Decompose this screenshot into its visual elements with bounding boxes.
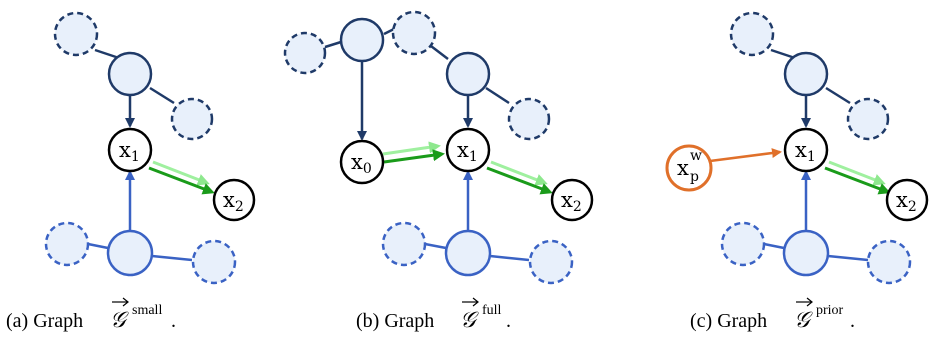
node-x2: x2 — [550, 178, 594, 222]
node-prior: x w p — [665, 144, 713, 192]
latent-node — [528, 239, 574, 285]
parent-node — [783, 51, 829, 97]
svg-text:x: x — [677, 156, 689, 180]
edge-right — [485, 86, 510, 105]
caption-c: (c) Graph 𝒢 prior . — [690, 297, 855, 333]
node-x0: x0 — [339, 139, 385, 185]
svg-text:w: w — [690, 148, 702, 164]
svg-text:x1: x1 — [795, 138, 816, 165]
svg-text:p: p — [690, 169, 699, 185]
latent-node — [283, 31, 327, 75]
latent-node — [44, 221, 90, 267]
latent-node — [866, 239, 912, 285]
node-x1: x1 — [107, 127, 153, 173]
latent-node — [191, 239, 237, 285]
node-x1: x1 — [783, 127, 829, 173]
child-node — [444, 229, 492, 277]
prior-arrow — [709, 148, 782, 163]
svg-text:.: . — [171, 310, 176, 332]
green-arrow-light — [490, 160, 548, 186]
svg-text:small: small — [132, 303, 162, 318]
node-x2: x2 — [212, 178, 256, 222]
vector-arrow-icon — [112, 297, 129, 307]
latent-node — [729, 11, 775, 57]
edge-bottom-b — [489, 254, 530, 262]
svg-text:(a) Graph: (a) Graph — [6, 310, 83, 332]
node-x2: x2 — [885, 178, 929, 222]
svg-text:x1: x1 — [457, 138, 478, 165]
svg-text:.: . — [850, 310, 855, 332]
svg-text:.: . — [506, 310, 511, 332]
green-arrow-light — [152, 160, 210, 186]
child-node — [106, 229, 154, 277]
edge-top-a — [94, 48, 120, 60]
edge-bottom-b — [827, 254, 869, 262]
parent-node-x1 — [445, 51, 491, 97]
node-x1: x1 — [445, 127, 491, 173]
green-arrow-light — [828, 160, 886, 186]
svg-text:x0: x0 — [351, 150, 372, 177]
svg-text:x1: x1 — [119, 138, 140, 165]
caption-b: (b) Graph 𝒢 full . — [356, 297, 511, 333]
parent-node-x0 — [339, 17, 385, 63]
latent-node — [720, 221, 766, 267]
vector-arrow-icon — [796, 297, 813, 307]
child-node — [782, 229, 830, 277]
latent-node — [846, 97, 890, 141]
edge-bottom-a — [763, 242, 785, 250]
latent-node — [53, 11, 99, 57]
svg-text:𝒢: 𝒢 — [110, 308, 129, 333]
vector-arrow-icon — [462, 297, 479, 307]
latent-node — [381, 221, 427, 267]
edge-latent-left — [324, 40, 342, 49]
parent-node — [107, 51, 153, 97]
latent-node — [170, 97, 214, 141]
edge-bottom-a — [424, 242, 447, 250]
green-arrow-dark — [383, 149, 445, 164]
edge-bottom-b — [151, 254, 193, 262]
panel-a: x1 x2 (a) Graph 𝒢 small . — [6, 11, 256, 333]
green-arrow-dark — [824, 166, 891, 195]
green-arrow-dark — [486, 166, 553, 195]
svg-text:prior: prior — [816, 303, 844, 318]
caption-a: (a) Graph 𝒢 small . — [6, 297, 176, 333]
svg-text:x2: x2 — [561, 188, 582, 215]
edge-top-b — [825, 86, 851, 105]
svg-text:(b) Graph: (b) Graph — [356, 310, 434, 332]
green-arrow-dark — [148, 166, 215, 195]
panel-c: x w p x1 x2 (c) Graph 𝒢 prior . — [665, 11, 929, 333]
svg-text:x2: x2 — [223, 188, 244, 215]
latent-node — [391, 10, 437, 56]
svg-text:full: full — [482, 303, 502, 318]
svg-text:(c) Graph: (c) Graph — [690, 310, 767, 332]
green-arrow-light — [382, 141, 441, 156]
svg-text:x2: x2 — [896, 188, 917, 215]
latent-node — [507, 97, 551, 141]
edge-top-a — [770, 48, 796, 60]
edge-bottom-a — [87, 242, 109, 250]
svg-text:𝒢: 𝒢 — [794, 308, 813, 333]
svg-text:𝒢: 𝒢 — [460, 308, 479, 333]
edge-top-b — [149, 86, 175, 105]
panel-b: x0 x1 x2 (b) Graph 𝒢 full . — [283, 10, 594, 333]
